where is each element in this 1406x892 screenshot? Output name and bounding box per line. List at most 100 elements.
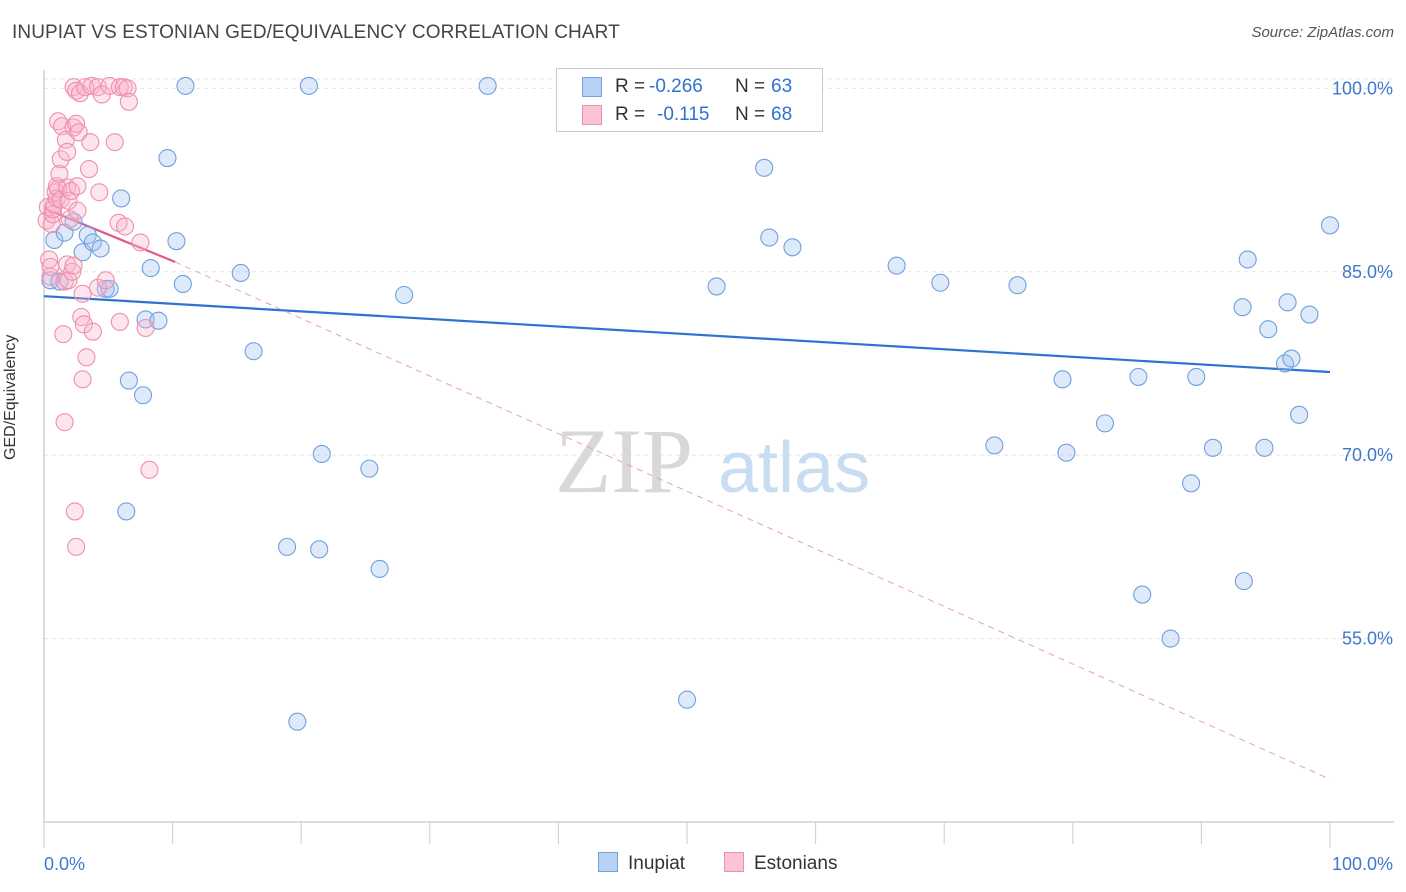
point-inupiat [1053,370,1072,389]
point-estonians [68,177,87,196]
y-tick-label: 100.0% [1332,78,1393,98]
x-tick-label: 0.0% [44,854,85,874]
legend-n-value-inupiat: 63 [771,76,793,97]
point-estonians [118,79,137,98]
point-estonians [88,278,108,297]
point-inupiat [117,502,136,521]
legend-swatch-inupiat [598,852,618,872]
point-inupiat [1234,572,1253,591]
point-inupiat [1233,298,1252,317]
legend-n-label: N = [735,76,766,97]
point-estonians [55,413,74,432]
point-estonians [42,215,61,234]
grid-lines [44,78,1394,640]
point-estonians [52,117,72,136]
legend-r-value-inupiat: -0.266 [649,76,703,97]
point-estonians [79,159,99,179]
legend-r-label: R = [615,76,646,97]
point-estonians [41,257,60,276]
x-tick-label: 100.0% [1332,854,1393,874]
point-inupiat [1129,367,1148,386]
point-inupiat [1182,474,1201,493]
legend-r-value-estonians: -0.115 [657,104,710,125]
point-estonians [72,307,91,327]
point-estonians [63,262,82,281]
point-inupiat [299,76,318,95]
point-inupiat [677,690,697,709]
point-inupiat [176,76,195,95]
legend-label-inupiat: Inupiat [628,853,686,874]
point-estonians [110,312,129,331]
legend-item-estonians[interactable]: Estonians [724,852,837,875]
point-inupiat [231,263,250,283]
point-inupiat [288,712,307,731]
point-inupiat [1057,443,1076,462]
legend-swatch-estonians [724,852,744,872]
point-inupiat [370,559,389,578]
axes [43,70,1394,848]
point-estonians [96,271,115,290]
point-inupiat [173,274,192,294]
point-inupiat [1133,585,1152,604]
point-estonians [76,78,95,97]
point-inupiat [50,272,69,291]
point-inupiat [1238,250,1257,269]
point-inupiat [1259,320,1278,339]
point-inupiat [158,148,177,168]
point-estonians [115,217,135,236]
point-estonians [77,348,96,367]
point-estonians [64,256,83,275]
point-estonians [140,460,159,479]
point-estonians [58,142,77,161]
stats-legend: R = -0.266 N = 63 R = -0.115 N = 68 [556,68,823,132]
y-tick-label: 55.0% [1342,629,1393,649]
point-inupiat [760,228,779,247]
legend-row-estonians: R = -0.115 N = 68 [557,101,822,129]
point-estonians [90,183,109,202]
y-tick-label: 70.0% [1342,445,1393,465]
point-inupiat [312,444,331,463]
point-inupiat [141,259,160,278]
point-inupiat [887,256,906,275]
trend-line-inupiat [43,295,1331,374]
point-estonians [105,133,124,152]
point-inupiat [310,540,329,559]
point-estonians [67,537,86,556]
point-inupiat [1278,293,1297,312]
point-inupiat [478,76,497,95]
point-estonians [50,164,69,183]
y-tick-label: 85.0% [1342,262,1393,282]
point-estonians [73,370,92,389]
trend-line-estonians [174,261,1331,780]
source-label: Source: ZipAtlas.com [1251,24,1394,41]
point-estonians [74,315,93,334]
point-estonians [54,325,73,344]
legend-item-inupiat[interactable]: Inupiat [598,852,685,875]
chart-title: INUPIAT VS ESTONIAN GED/EQUIVALENCY CORR… [12,22,620,43]
watermark-zip: ZIP [555,410,693,512]
point-inupiat [45,230,64,250]
point-inupiat [1255,438,1274,457]
point-inupiat [931,273,950,292]
point-estonians [110,78,129,97]
legend-r-label: R = [615,104,646,125]
point-estonians [65,502,84,521]
point-inupiat [395,285,414,305]
point-inupiat [1320,216,1340,235]
point-estonians [68,201,87,220]
point-inupiat [1290,405,1309,424]
point-estonians [73,284,92,303]
point-inupiat [1300,305,1319,324]
point-estonians [69,123,88,142]
data-points [37,76,1340,731]
point-inupiat [707,277,726,296]
point-inupiat [1187,367,1206,386]
point-inupiat [119,371,138,390]
point-inupiat [100,279,119,298]
point-estonians [83,322,102,341]
point-estonians [41,267,60,286]
legend-swatch-estonians [582,105,602,125]
legend-n-label: N = [735,104,766,125]
point-inupiat [985,436,1004,455]
